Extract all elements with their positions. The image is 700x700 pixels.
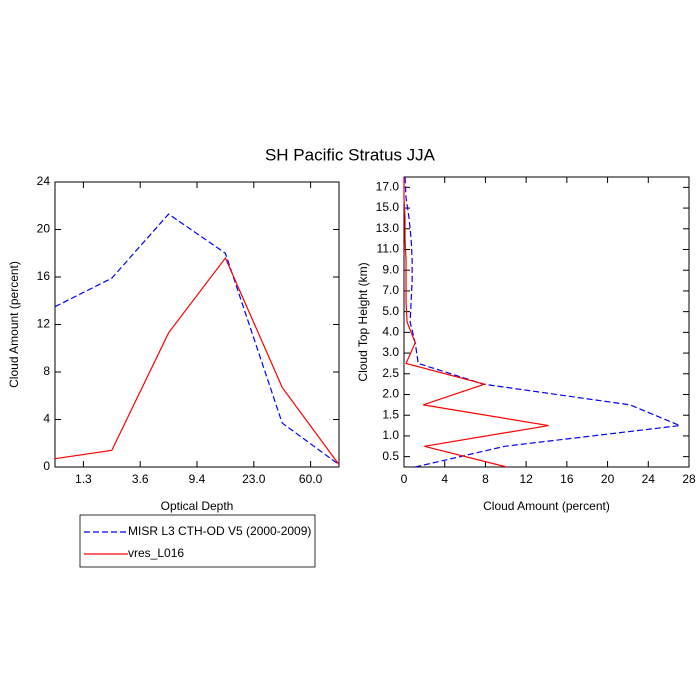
x-tick-label: 0 — [401, 472, 408, 486]
x-tick-label: 4 — [441, 472, 448, 486]
x-tick-label: 60.0 — [299, 472, 323, 486]
y-tick-label: 2.0 — [382, 387, 399, 401]
y-tick-label: 12 — [37, 317, 51, 331]
y-axis-label: Cloud Amount (percent) — [7, 261, 21, 388]
y-tick-label: 11.0 — [377, 242, 400, 256]
y-tick-label: 16 — [37, 269, 51, 283]
y-tick-label: 4 — [43, 412, 50, 426]
data-line — [403, 177, 549, 468]
y-tick-label: 8 — [43, 364, 50, 378]
y-tick-label: 0.5 — [382, 449, 399, 463]
y-tick-label: 17.0 — [376, 180, 400, 194]
y-tick-label: 1.0 — [382, 428, 399, 442]
figure-title: SH Pacific Stratus JJA — [265, 145, 436, 164]
x-tick-label: 8 — [482, 472, 489, 486]
x-tick-label: 24 — [642, 472, 656, 486]
x-tick-label: 9.4 — [189, 472, 206, 486]
plot-frame — [403, 176, 690, 468]
y-tick-label: 3.0 — [382, 345, 399, 359]
legend-label: vres_L016 — [128, 546, 184, 560]
y-tick-label: 24 — [37, 174, 51, 188]
data-line — [404, 176, 683, 468]
data-line — [54, 213, 340, 466]
y-tick-label: 1.5 — [382, 407, 399, 421]
y-tick-label: 13.0 — [376, 221, 400, 235]
x-tick-label: 23.0 — [242, 472, 266, 486]
data-line — [54, 256, 340, 465]
x-tick-label: 12 — [519, 472, 533, 486]
y-tick-label: 20 — [37, 222, 51, 236]
x-axis-label: Optical Depth — [161, 499, 234, 513]
y-axis-label: Cloud Top Height (km) — [356, 262, 370, 381]
y-tick-label: 0 — [43, 459, 50, 473]
legend-box — [79, 514, 316, 568]
x-tick-label: 1.3 — [75, 472, 92, 486]
x-tick-label: 16 — [560, 472, 574, 486]
x-axis-label: Cloud Amount (percent) — [483, 499, 610, 513]
y-tick-label: 15.0 — [376, 200, 400, 214]
plot-frame — [54, 181, 340, 468]
y-tick-label: 7.0 — [382, 283, 399, 297]
x-tick-label: 20 — [601, 472, 615, 486]
y-tick-label: 9.0 — [382, 262, 399, 276]
legend-label: MISR L3 CTH-OD V5 (2000-2009) — [128, 524, 311, 538]
y-tick-label: 2.5 — [382, 366, 399, 380]
y-tick-label: 4.0 — [382, 325, 399, 339]
y-tick-label: 5.0 — [382, 304, 399, 318]
x-tick-label: 3.6 — [132, 472, 149, 486]
x-tick-label: 28 — [682, 472, 696, 486]
